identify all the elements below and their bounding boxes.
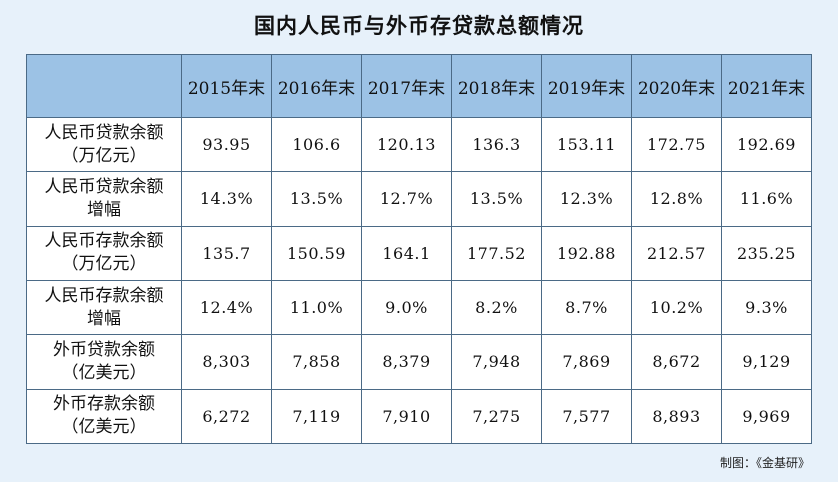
table-cell: 8,379 [361,334,452,390]
row-label-line: 外币贷款余额 [53,339,155,360]
table-cell: 6,272 [181,388,272,445]
table-cell: 7,577 [541,388,632,445]
table-cell: 8,672 [631,334,722,390]
row-label-line: 增幅 [87,308,121,329]
table-cell: 11.6% [721,171,812,227]
table-cell: 153.11 [541,116,632,173]
row-label: 人民币存款余额 （万亿元） [26,225,182,281]
table-cell: 9.3% [721,279,812,336]
header-corner-cell [26,54,182,118]
source-credit: 制图：《金基研》 [719,456,810,470]
table-cell: 93.95 [181,116,272,173]
table-cell: 150.59 [271,225,362,281]
table-cell: 172.75 [631,116,722,173]
table-cell: 120.13 [361,116,452,173]
table-cell: 136.3 [451,116,542,173]
row-label: 外币贷款余额 （亿美元） [26,334,182,390]
table-cell: 212.57 [631,225,722,281]
row-label-line: 增幅 [87,199,121,220]
row-label: 人民币存款余额 增幅 [26,279,182,336]
table-cell: 135.7 [181,225,272,281]
table-cell: 192.69 [721,116,812,173]
table-cell: 106.6 [271,116,362,173]
row-label: 人民币贷款余额 增幅 [26,171,182,227]
table-cell: 12.4% [181,279,272,336]
table-cell: 9,129 [721,334,812,390]
table-cell: 9,969 [721,388,812,445]
table-cell: 7,910 [361,388,452,445]
table-row: 外币贷款余额 （亿美元） 8,303 7,858 8,379 7,948 7,869 8,67… [26,334,812,390]
table-cell: 7,275 [451,388,542,445]
table-cell: 9.0% [361,279,452,336]
header-row: 2015年末 2016年末 2017年末 2018年末 2019年末 2020年… [26,54,812,118]
column-header: 2016年末 [271,54,362,118]
row-label-line: （万亿元） [61,145,147,166]
table-cell: 8.2% [451,279,542,336]
table-row: 人民币存款余额 增幅 12.4% 11.0% 9.0% 8.2% 8.7% 10.2% 9.3% [26,279,812,336]
table-cell: 7,948 [451,334,542,390]
table-cell: 192.88 [541,225,632,281]
data-table: 2015年末 2016年末 2017年末 2018年末 2019年末 2020年… [26,54,812,445]
row-label-line: 人民币贷款余额 [44,176,164,197]
table-row: 人民币贷款余额 （万亿元） 93.95 106.6 120.13 136.3 153.11 1… [26,116,812,173]
table-cell: 7,858 [271,334,362,390]
column-header: 2021年末 [721,54,812,118]
table-cell: 8,893 [631,388,722,445]
row-label: 外币存款余额 （亿美元） [26,388,182,445]
row-label-line: 外币存款余额 [53,394,155,415]
row-label-line: （万亿元） [61,254,147,275]
chart-title: 国内人民币与外币存贷款总额情况 [254,14,584,38]
table-cell: 8,303 [181,334,272,390]
table-cell: 235.25 [721,225,812,281]
row-label-line: （亿美元） [61,362,147,383]
row-label-line: 人民币贷款余额 [44,122,164,143]
table-cell: 7,119 [271,388,362,445]
table-row: 外币存款余额 （亿美元） 6,272 7,119 7,910 7,275 7,577 8,89… [26,388,812,445]
table-row: 人民币存款余额 （万亿元） 135.7 150.59 164.1 177.52 192.88… [26,225,812,281]
table-cell: 164.1 [361,225,452,281]
table-cell: 12.8% [631,171,722,227]
table-cell: 7,869 [541,334,632,390]
column-header: 2019年末 [541,54,632,118]
table-cell: 14.3% [181,171,272,227]
row-label-line: （亿美元） [61,417,147,438]
table-cell: 177.52 [451,225,542,281]
table-cell: 13.5% [451,171,542,227]
table-cell: 11.0% [271,279,362,336]
row-label-line: 人民币存款余额 [44,231,164,252]
row-label: 人民币贷款余额 （万亿元） [26,116,182,173]
column-header: 2015年末 [181,54,272,118]
table-cell: 12.7% [361,171,452,227]
table-cell: 10.2% [631,279,722,336]
table-row: 人民币贷款余额 增幅 14.3% 13.5% 12.7% 13.5% 12.3% 12.8% 1… [26,171,812,227]
table-cell: 13.5% [271,171,362,227]
column-header: 2017年末 [361,54,452,118]
table-cell: 12.3% [541,171,632,227]
column-header: 2020年末 [631,54,722,118]
row-label-line: 人民币存款余额 [44,285,164,306]
table-cell: 8.7% [541,279,632,336]
column-header: 2018年末 [451,54,542,118]
